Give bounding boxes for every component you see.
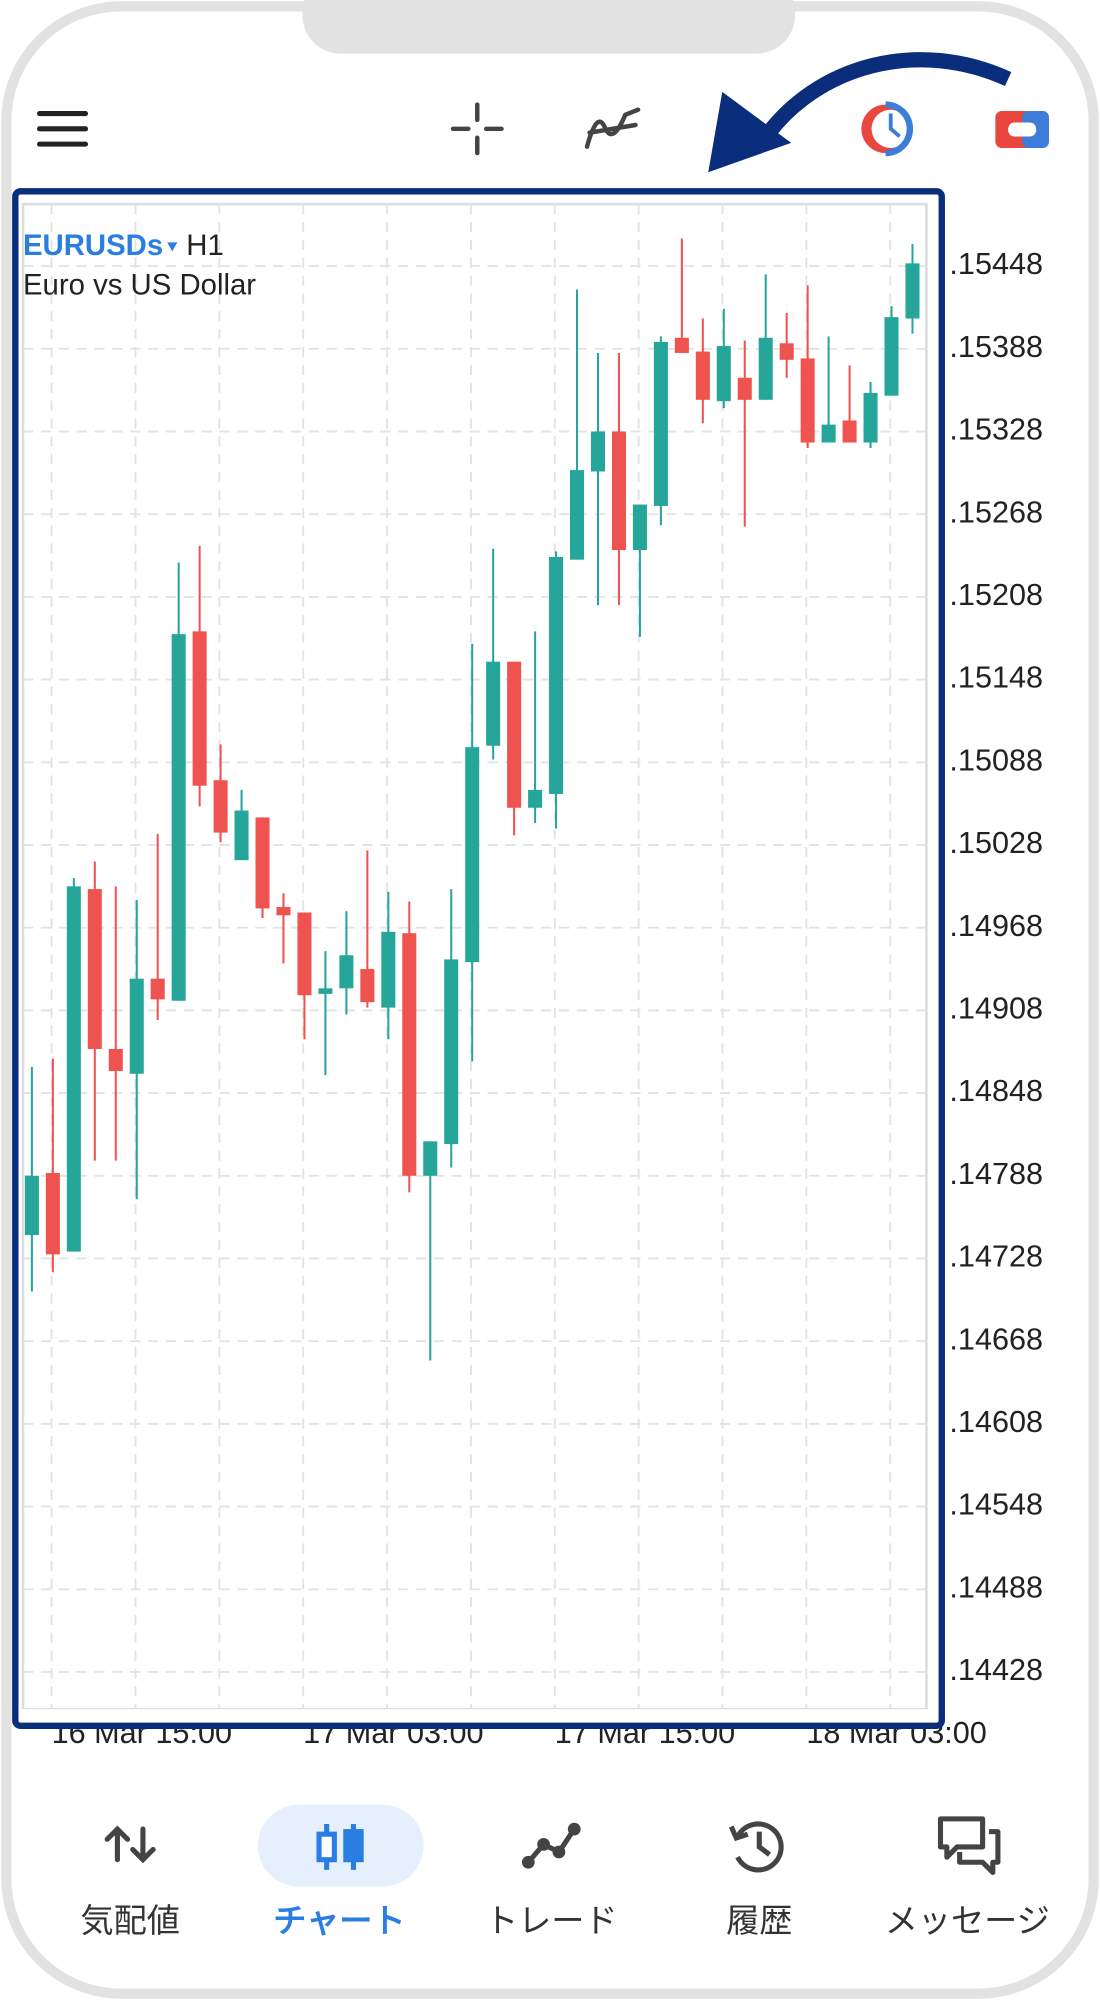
candle-body bbox=[800, 358, 815, 443]
nav-chart[interactable]: チャート bbox=[273, 1823, 406, 1940]
candle-body bbox=[758, 337, 773, 400]
y-tick-label: .14428 bbox=[949, 1653, 1043, 1687]
candle-body bbox=[444, 959, 459, 1145]
history-icon bbox=[728, 1821, 784, 1873]
timer-button[interactable] bbox=[861, 101, 913, 157]
y-tick-label: .15328 bbox=[949, 413, 1043, 447]
candle-body bbox=[297, 912, 312, 996]
candle-body bbox=[339, 955, 354, 989]
candle-body bbox=[24, 1175, 39, 1236]
candle-body bbox=[863, 392, 878, 443]
messages-icon bbox=[937, 1816, 1001, 1875]
candle-body bbox=[150, 978, 165, 1000]
y-tick-label: .14548 bbox=[949, 1488, 1043, 1522]
nav-label: メッセージ bbox=[885, 1903, 1050, 1940]
axes: .15448 .15388 .15328 .15268 .15208 .15148 .150… bbox=[52, 247, 1043, 1750]
candle-body bbox=[276, 907, 291, 916]
candle-body bbox=[486, 661, 501, 746]
candle-body bbox=[108, 1048, 123, 1072]
nav-history[interactable]: 履歴 bbox=[726, 1821, 792, 1940]
candle-body bbox=[590, 431, 606, 472]
candle-body bbox=[45, 1173, 60, 1255]
trade-toggle-button[interactable] bbox=[995, 110, 1049, 148]
candles bbox=[24, 238, 920, 1361]
quotes-icon bbox=[104, 1825, 156, 1864]
candle-body bbox=[570, 470, 585, 560]
y-tick-label: .15388 bbox=[949, 330, 1043, 364]
pointer-arrow bbox=[708, 52, 1012, 173]
candle-body bbox=[549, 556, 564, 794]
y-tick-label: .14848 bbox=[949, 1074, 1043, 1108]
y-tick-label: .15088 bbox=[949, 743, 1043, 777]
candle-body bbox=[905, 263, 920, 319]
notch bbox=[302, 0, 796, 54]
trade-icon bbox=[521, 1822, 581, 1869]
crosshair-button[interactable] bbox=[450, 102, 504, 156]
nav-label: トレード bbox=[485, 1903, 618, 1940]
candle-body bbox=[234, 810, 249, 861]
candle-body bbox=[674, 337, 689, 353]
candle-body bbox=[360, 969, 375, 1003]
y-tick-label: .15448 bbox=[949, 247, 1043, 281]
nav-trade[interactable]: トレード bbox=[485, 1822, 618, 1941]
nav-label: 気配値 bbox=[80, 1903, 179, 1940]
timeframe[interactable]: H1 bbox=[186, 229, 224, 262]
y-tick-label: .15148 bbox=[949, 661, 1043, 695]
candle-body bbox=[255, 817, 270, 909]
candle-body bbox=[737, 377, 752, 400]
indicator-button[interactable] bbox=[584, 107, 641, 149]
candle-body bbox=[381, 931, 396, 1008]
y-tick-label: .14608 bbox=[949, 1405, 1043, 1439]
symbol-dropdown-icon[interactable] bbox=[167, 242, 178, 252]
candle-body bbox=[465, 747, 480, 963]
active-tab-background bbox=[257, 1804, 424, 1887]
candle-body bbox=[821, 424, 836, 443]
candle-body bbox=[129, 978, 144, 1074]
candle-body bbox=[884, 317, 899, 396]
nav-quotes[interactable]: 気配値 bbox=[80, 1825, 180, 1940]
candle-body bbox=[842, 420, 857, 443]
candle-body bbox=[695, 351, 710, 400]
y-tick-label: .14968 bbox=[949, 909, 1043, 943]
y-tick-label: .14668 bbox=[949, 1322, 1043, 1356]
y-tick-label: .14488 bbox=[949, 1570, 1043, 1604]
candle-body bbox=[632, 504, 647, 551]
candle-body bbox=[423, 1141, 438, 1176]
symbol-description: Euro vs US Dollar bbox=[23, 269, 256, 302]
candle-body bbox=[779, 343, 794, 360]
y-tick-label: .14728 bbox=[949, 1240, 1043, 1274]
candle-body bbox=[653, 341, 668, 506]
candle-body bbox=[171, 634, 186, 1001]
y-tick-label: .15028 bbox=[949, 826, 1043, 860]
nav-label: 履歴 bbox=[726, 1903, 792, 1940]
label-mask bbox=[15, 1709, 942, 1724]
candle-body bbox=[716, 346, 731, 402]
y-tick-label: .15268 bbox=[949, 495, 1043, 529]
menu-button[interactable] bbox=[37, 110, 89, 147]
candle-body bbox=[402, 933, 417, 1176]
highlight-box bbox=[12, 188, 945, 1729]
symbol[interactable]: EURUSDs bbox=[23, 229, 163, 262]
nav-label: チャート bbox=[273, 1903, 405, 1940]
candle-body bbox=[611, 431, 626, 551]
candle-body bbox=[528, 789, 543, 808]
candle-body bbox=[507, 661, 522, 808]
candle-body bbox=[192, 631, 207, 786]
nav-messages[interactable]: メッセージ bbox=[885, 1816, 1050, 1940]
y-tick-label: .15208 bbox=[949, 578, 1043, 612]
candle-body bbox=[66, 886, 81, 1252]
candle-body bbox=[318, 988, 333, 994]
candle-body bbox=[213, 780, 228, 833]
y-tick-label: .14908 bbox=[949, 991, 1043, 1025]
candle-body bbox=[87, 889, 102, 1049]
chart-icon bbox=[316, 1823, 364, 1870]
y-tick-label: .14788 bbox=[949, 1157, 1043, 1191]
